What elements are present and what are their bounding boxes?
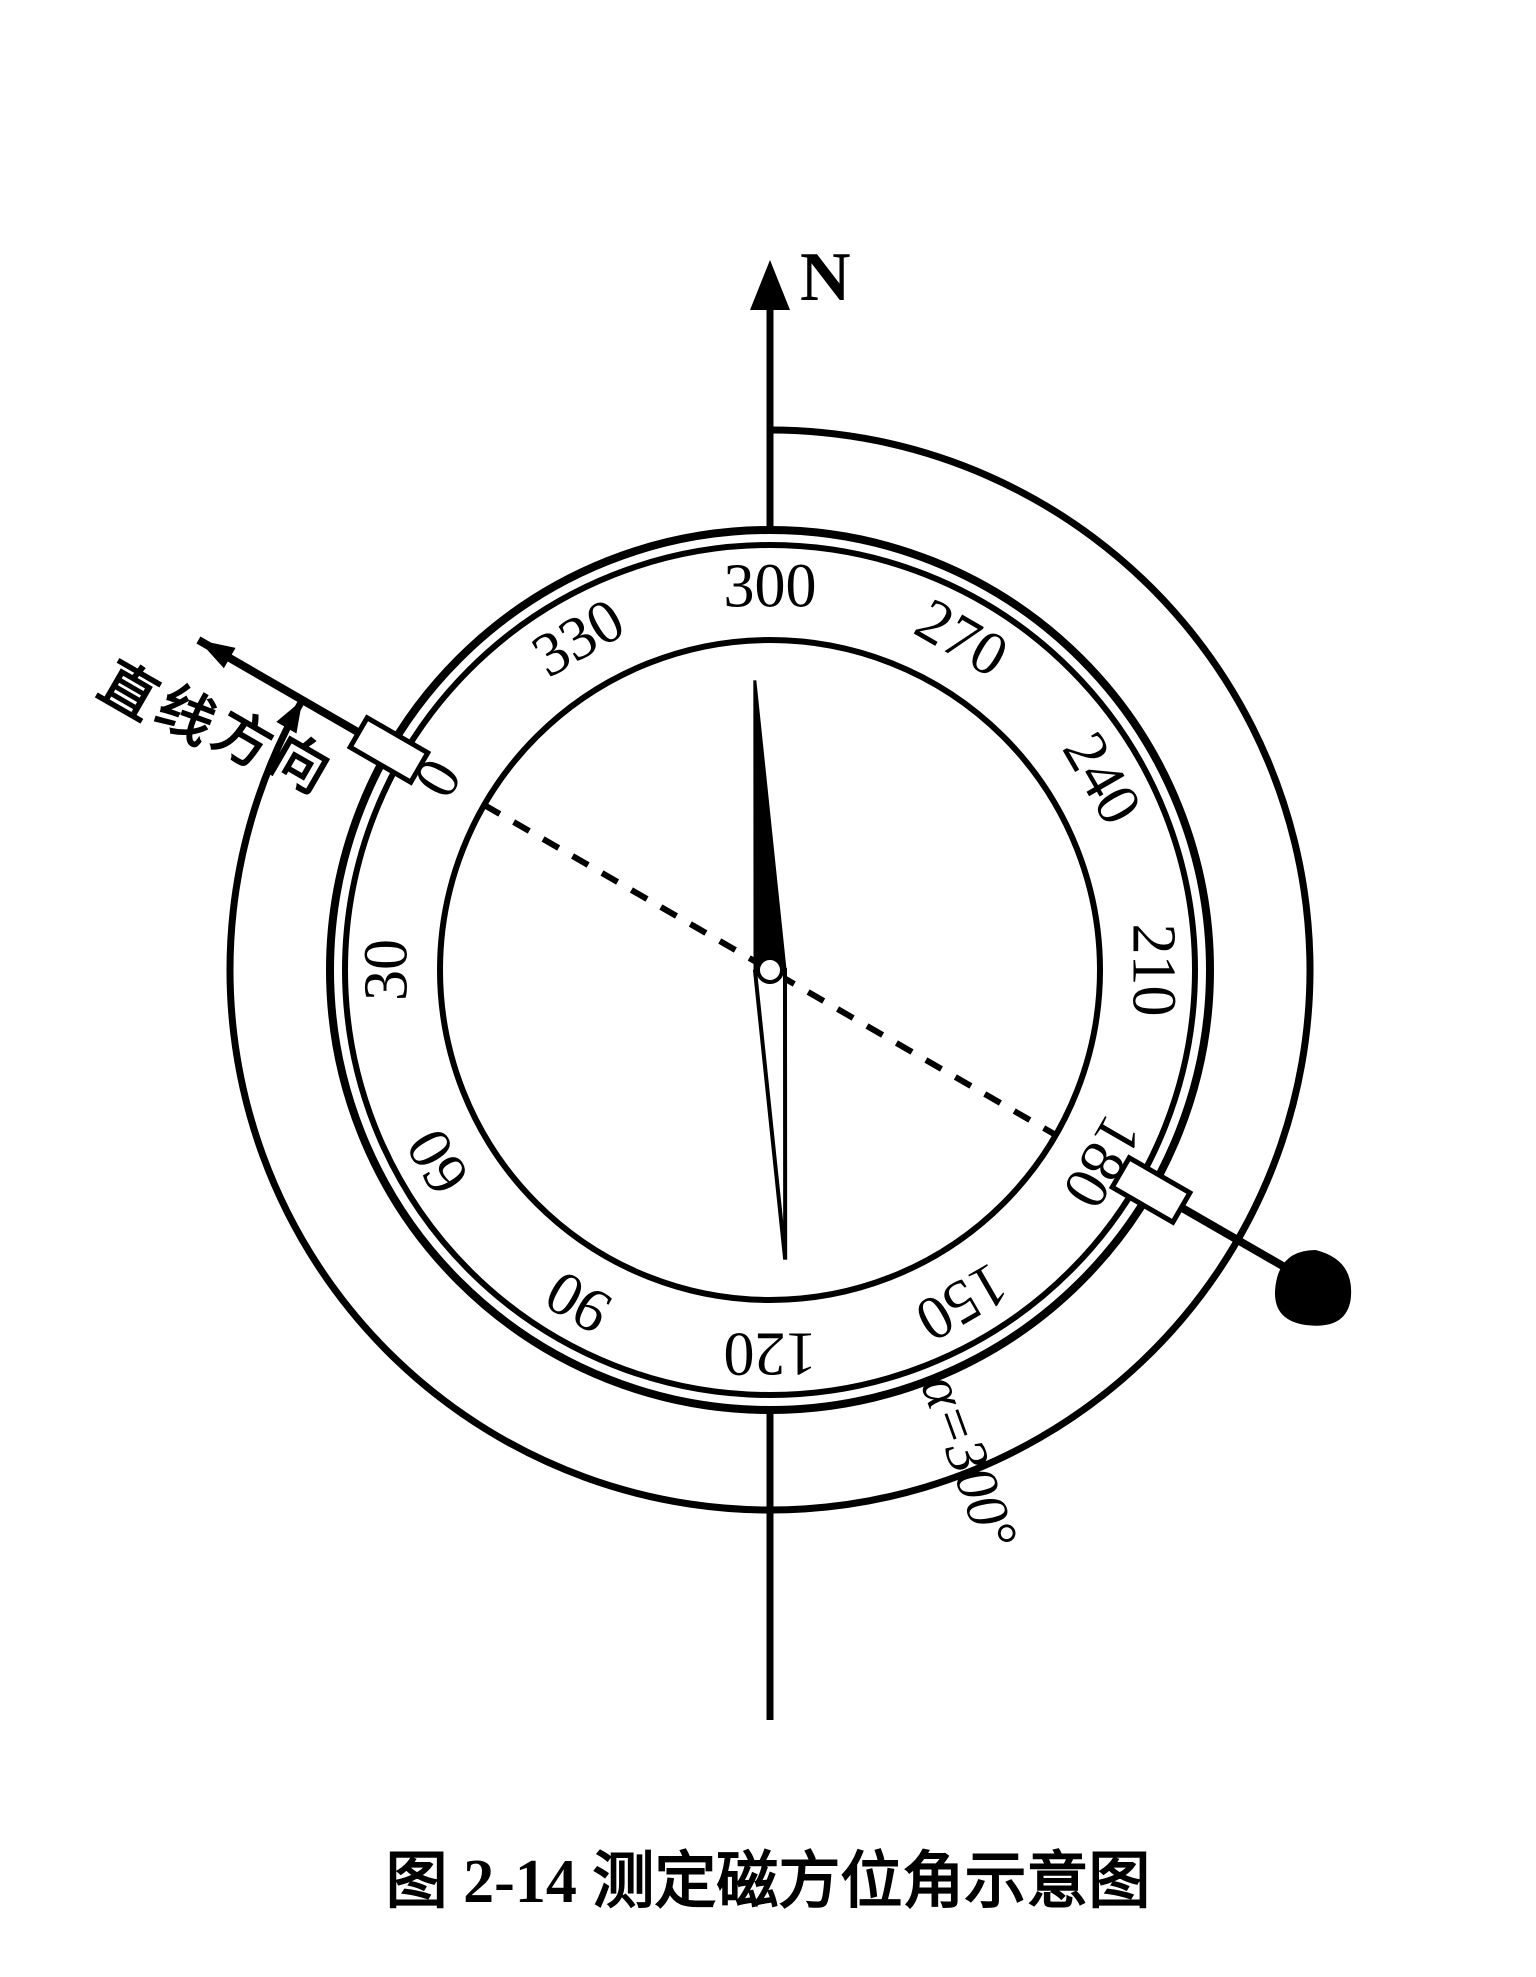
dial-label: 300 (724, 553, 817, 621)
sight-line-arrowhead (198, 640, 235, 668)
dial-label: 120 (724, 1319, 817, 1387)
dial-label: 210 (1119, 924, 1187, 1017)
alpha-label: α=300° (908, 1366, 1031, 1557)
compass-diagram-svg: Nα=300°0306090120150180210240270300330直线… (0, 0, 1536, 1977)
needle-hub (757, 957, 782, 982)
north-arrowhead (750, 260, 790, 310)
figure-caption: 图 2-14 测定磁方位角示意图 (0, 1830, 1536, 1920)
north-label: N (800, 239, 851, 316)
rear-sight-blob (1275, 1250, 1351, 1326)
dial-label: 30 (353, 939, 421, 1001)
figure-page: Nα=300°0306090120150180210240270300330直线… (0, 0, 1536, 1977)
